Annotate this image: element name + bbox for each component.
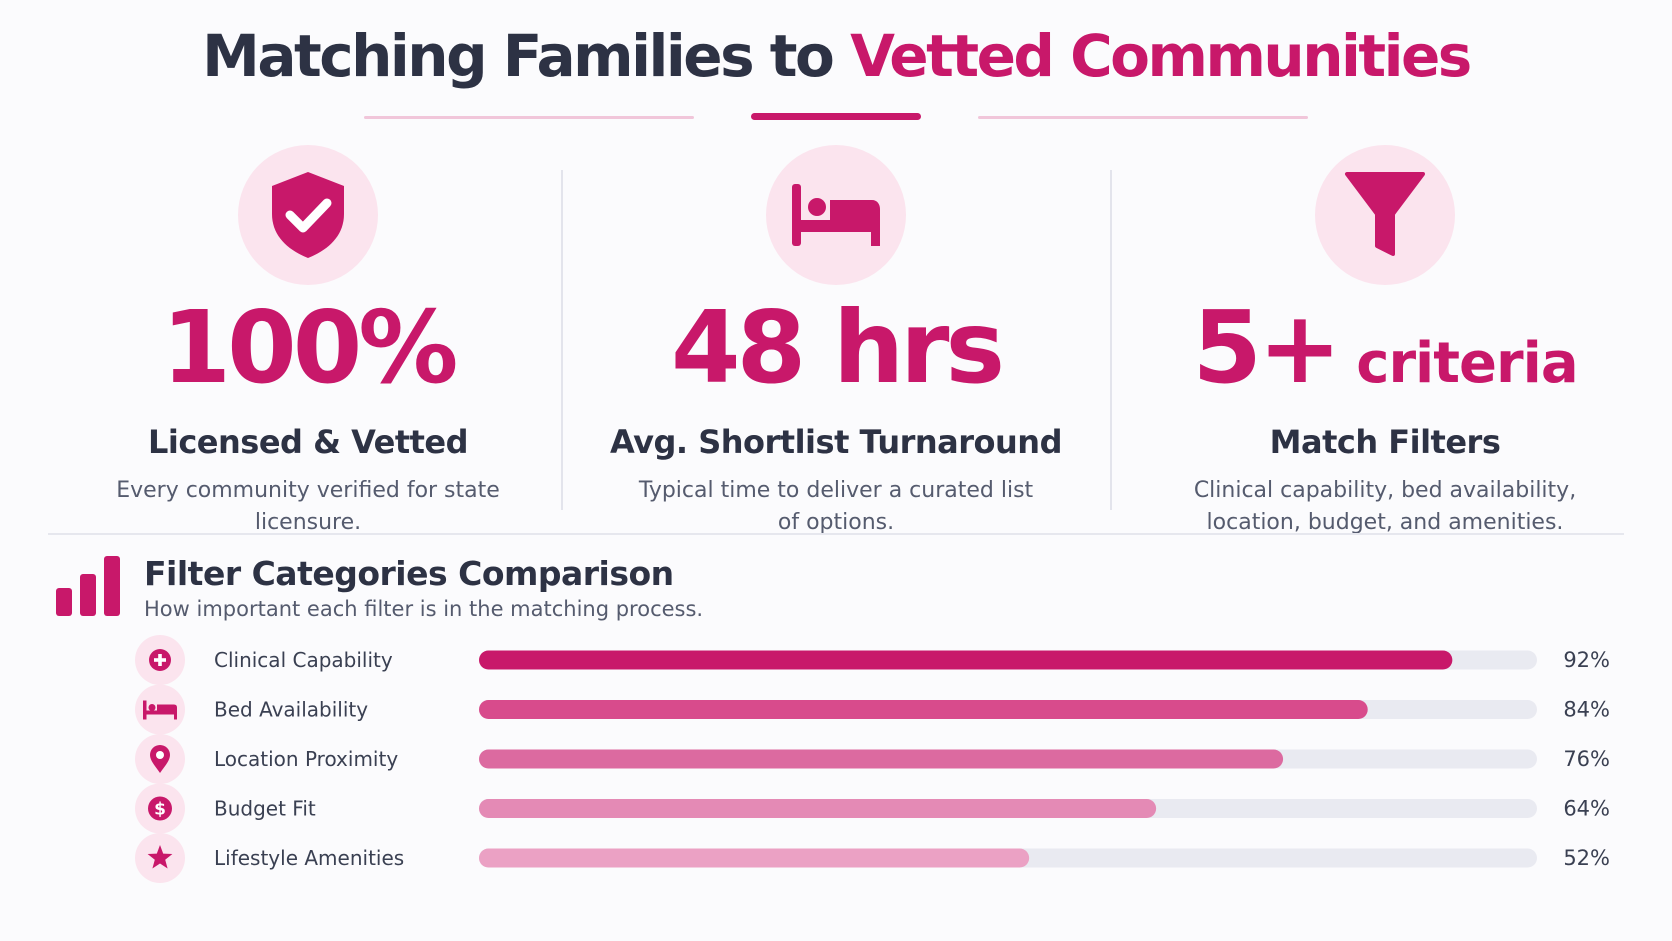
section-divider: [48, 533, 1624, 535]
stat-separator: [561, 170, 563, 510]
stat-card-filters: 5+ criteria Match Filters Clinical capab…: [1150, 145, 1620, 539]
stat-desc-licensed: Every community verified for state licen…: [116, 478, 500, 535]
stat-label-filters: Match Filters: [1269, 423, 1501, 461]
bar-row: $ Budget Fit 64%: [135, 783, 1610, 834]
stat-separator: [1110, 170, 1112, 510]
bar: [479, 650, 1453, 670]
star-icon: [135, 833, 185, 883]
bar-chart-icon: [56, 556, 122, 620]
stat-value-filters: 5+ criteria: [1192, 289, 1578, 406]
medical-cross-icon: [135, 635, 185, 685]
bar-row: Clinical Capability 92%: [135, 635, 1610, 685]
section-subtitle: How important each filter is in the matc…: [144, 597, 704, 621]
stats-row: 100% Licensed & Vetted Every community v…: [0, 145, 1672, 535]
category-label: Bed Availability: [214, 698, 368, 722]
value-label: 76%: [1563, 747, 1610, 771]
bar: [479, 749, 1284, 769]
value-label: 92%: [1563, 648, 1610, 672]
dollar-icon: $: [135, 783, 185, 834]
title-main: Matching Families to: [202, 22, 851, 90]
filter-bar-chart: Clinical Capability 92% Bed Availability 84…: [135, 635, 1610, 883]
value-label: 64%: [1563, 797, 1610, 821]
bed-icon: [135, 684, 185, 735]
title-accent: Vetted Communities: [850, 22, 1472, 90]
bar: [479, 848, 1030, 868]
page-title: Matching Families to Vetted Communities: [0, 22, 1672, 90]
bar: [479, 700, 1368, 719]
stat-desc-turnaround: Typical time to deliver a curated list o…: [638, 478, 1034, 535]
shield-check-icon: [238, 145, 378, 285]
title-divider-left: [364, 116, 694, 119]
stat-label-turnaround: Avg. Shortlist Turnaround: [610, 423, 1062, 461]
svg-text:$: $: [154, 800, 166, 820]
value-label: 52%: [1563, 846, 1610, 870]
bar-row: Bed Availability 84%: [135, 684, 1610, 735]
section-title: Filter Categories Comparison: [144, 554, 674, 593]
category-label: Location Proximity: [214, 747, 398, 771]
bed-icon: [766, 145, 906, 285]
stat-card-turnaround: 48 hrs Avg. Shortlist Turnaround Typical…: [601, 145, 1071, 539]
bar-row: Lifestyle Amenities 52%: [135, 833, 1610, 883]
title-divider-right: [978, 116, 1308, 119]
title-divider-center: [751, 113, 921, 120]
funnel-icon: [1315, 145, 1455, 285]
stat-value-turnaround: 48 hrs: [670, 289, 1005, 406]
bar: [479, 799, 1157, 818]
category-label: Lifestyle Amenities: [214, 846, 404, 870]
stat-value-licensed: 100%: [161, 289, 459, 406]
location-pin-icon: [135, 734, 185, 784]
stat-desc-filters: Clinical capability, bed availability, l…: [1193, 478, 1577, 535]
value-label: 84%: [1563, 698, 1610, 722]
bar-row: Location Proximity 76%: [135, 734, 1610, 784]
stat-label-licensed: Licensed & Vetted: [147, 423, 469, 461]
category-label: Budget Fit: [214, 797, 316, 821]
stat-card-licensed: 100% Licensed & Vetted Every community v…: [73, 145, 543, 539]
category-label: Clinical Capability: [214, 648, 393, 672]
